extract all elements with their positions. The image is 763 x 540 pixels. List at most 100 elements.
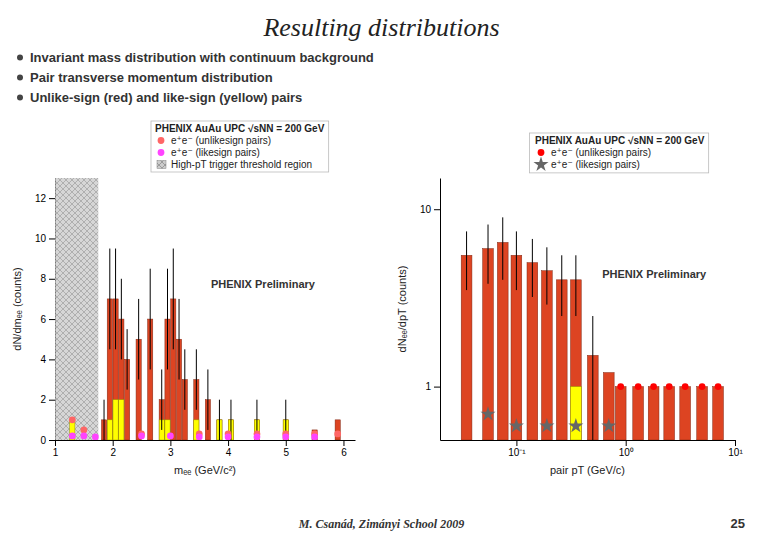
tick-mark — [228, 440, 229, 446]
annotation: PHENIX Preliminary — [211, 278, 316, 290]
legend-marker — [538, 149, 545, 156]
tick-mark — [113, 440, 114, 446]
point — [311, 434, 318, 440]
tick-mark — [343, 440, 344, 446]
tick-label: 2 — [40, 394, 46, 405]
tick-mark — [626, 440, 627, 446]
tick: 1 — [425, 381, 440, 392]
tick: 2 — [40, 394, 55, 405]
tick-mark — [735, 440, 736, 446]
legend-box — [529, 133, 708, 173]
title: Resulting distributions — [262, 13, 499, 42]
point — [617, 383, 624, 390]
chart: 10⁻¹10⁰10¹110pair pT (GeV/c)dNₑₑ/dpT (co… — [396, 133, 743, 476]
x-axis-title: mₑₑ (GeV/c²) — [174, 464, 236, 476]
tick-label: 1 — [425, 381, 431, 392]
legend-label: e⁺e⁻ (unlikesign pairs) — [171, 135, 271, 146]
bar — [107, 420, 112, 440]
point — [699, 383, 706, 390]
bar — [680, 387, 691, 440]
tick-mark — [49, 198, 55, 199]
tick-label: 8 — [40, 273, 46, 284]
tick-mark — [49, 359, 55, 360]
point — [635, 383, 642, 390]
tick-label: 5 — [283, 447, 289, 458]
error-bar — [488, 225, 489, 284]
x-axis-title: pair pT (GeV/c) — [550, 464, 625, 476]
error-bar — [196, 349, 197, 409]
error-bar — [561, 255, 562, 316]
error-bar — [161, 369, 162, 429]
error-bar — [575, 255, 576, 316]
tick-mark — [516, 440, 517, 446]
point — [715, 383, 722, 390]
point — [69, 433, 76, 440]
slide: Resulting distributions Invariant mass di… — [0, 0, 763, 540]
point — [539, 418, 554, 432]
legend-label: e⁺e⁻ (likesign pairs) — [171, 147, 260, 158]
tick-mark — [170, 440, 171, 446]
footer: M. Csanád, Zimányi School 2009 — [298, 517, 464, 531]
point — [80, 427, 87, 434]
x-axis: 123456 — [53, 440, 356, 458]
tick-label: 10 — [35, 233, 47, 244]
point — [225, 434, 232, 440]
error-bar — [502, 217, 503, 279]
bullet-marker — [17, 75, 23, 81]
bar — [713, 387, 724, 440]
shaded-region — [55, 178, 98, 440]
tick-label: 6 — [40, 314, 46, 325]
bar — [615, 387, 626, 440]
tick-label: 4 — [226, 447, 232, 458]
tick-label: 1 — [53, 447, 59, 458]
error-bar — [592, 316, 593, 440]
tick-mark — [49, 279, 55, 280]
y-axis: 1 10 — [420, 179, 441, 441]
tick: 4 — [226, 440, 232, 458]
legend-marker — [158, 149, 165, 156]
point — [196, 434, 203, 440]
error-bar — [104, 400, 105, 440]
bullet-marker — [17, 55, 23, 61]
x-axis: 10⁻¹ 10⁰ 10¹ — [441, 440, 744, 458]
tick: 0 — [40, 435, 55, 446]
error-bar — [179, 299, 180, 380]
tick-mark — [434, 387, 440, 388]
point — [666, 383, 673, 390]
error-bar — [167, 269, 168, 370]
error-bar — [546, 247, 547, 304]
bullet-marker — [17, 95, 23, 101]
annotation: PHENIX Preliminary — [602, 268, 707, 280]
tick: 3 — [168, 440, 174, 458]
tick-label: 10⁰ — [619, 447, 634, 458]
tick: 10⁰ — [619, 440, 634, 458]
tick: 1 — [53, 440, 59, 458]
legend-box — [151, 121, 329, 172]
tick-label: 0 — [40, 435, 46, 446]
point — [282, 434, 289, 440]
tick: 5 — [283, 440, 289, 458]
tick-label: 6 — [341, 447, 347, 458]
bullet: Invariant mass distribution with continu… — [30, 50, 374, 65]
bar — [119, 400, 124, 440]
tick-label: 10⁻¹ — [508, 447, 526, 458]
tick: 10 — [35, 233, 55, 244]
tick: 10¹ — [728, 440, 743, 458]
error-bar — [115, 249, 116, 350]
error-bar — [173, 249, 174, 350]
tick: 8 — [40, 273, 55, 284]
page-number: 25 — [731, 516, 745, 531]
bar — [664, 387, 675, 440]
error-bar — [532, 239, 533, 297]
axis-line — [56, 440, 356, 441]
error-bar — [207, 369, 208, 429]
bar — [335, 420, 340, 440]
point — [69, 416, 76, 423]
tick-label: 10 — [420, 204, 432, 215]
tick-mark — [434, 209, 440, 210]
legend-title: PHENIX AuAu UPC √sNN = 200 GeV — [535, 135, 705, 146]
tick: 6 — [40, 314, 55, 325]
tick-label: 12 — [35, 193, 47, 204]
bar — [570, 387, 581, 440]
bar — [648, 387, 659, 440]
